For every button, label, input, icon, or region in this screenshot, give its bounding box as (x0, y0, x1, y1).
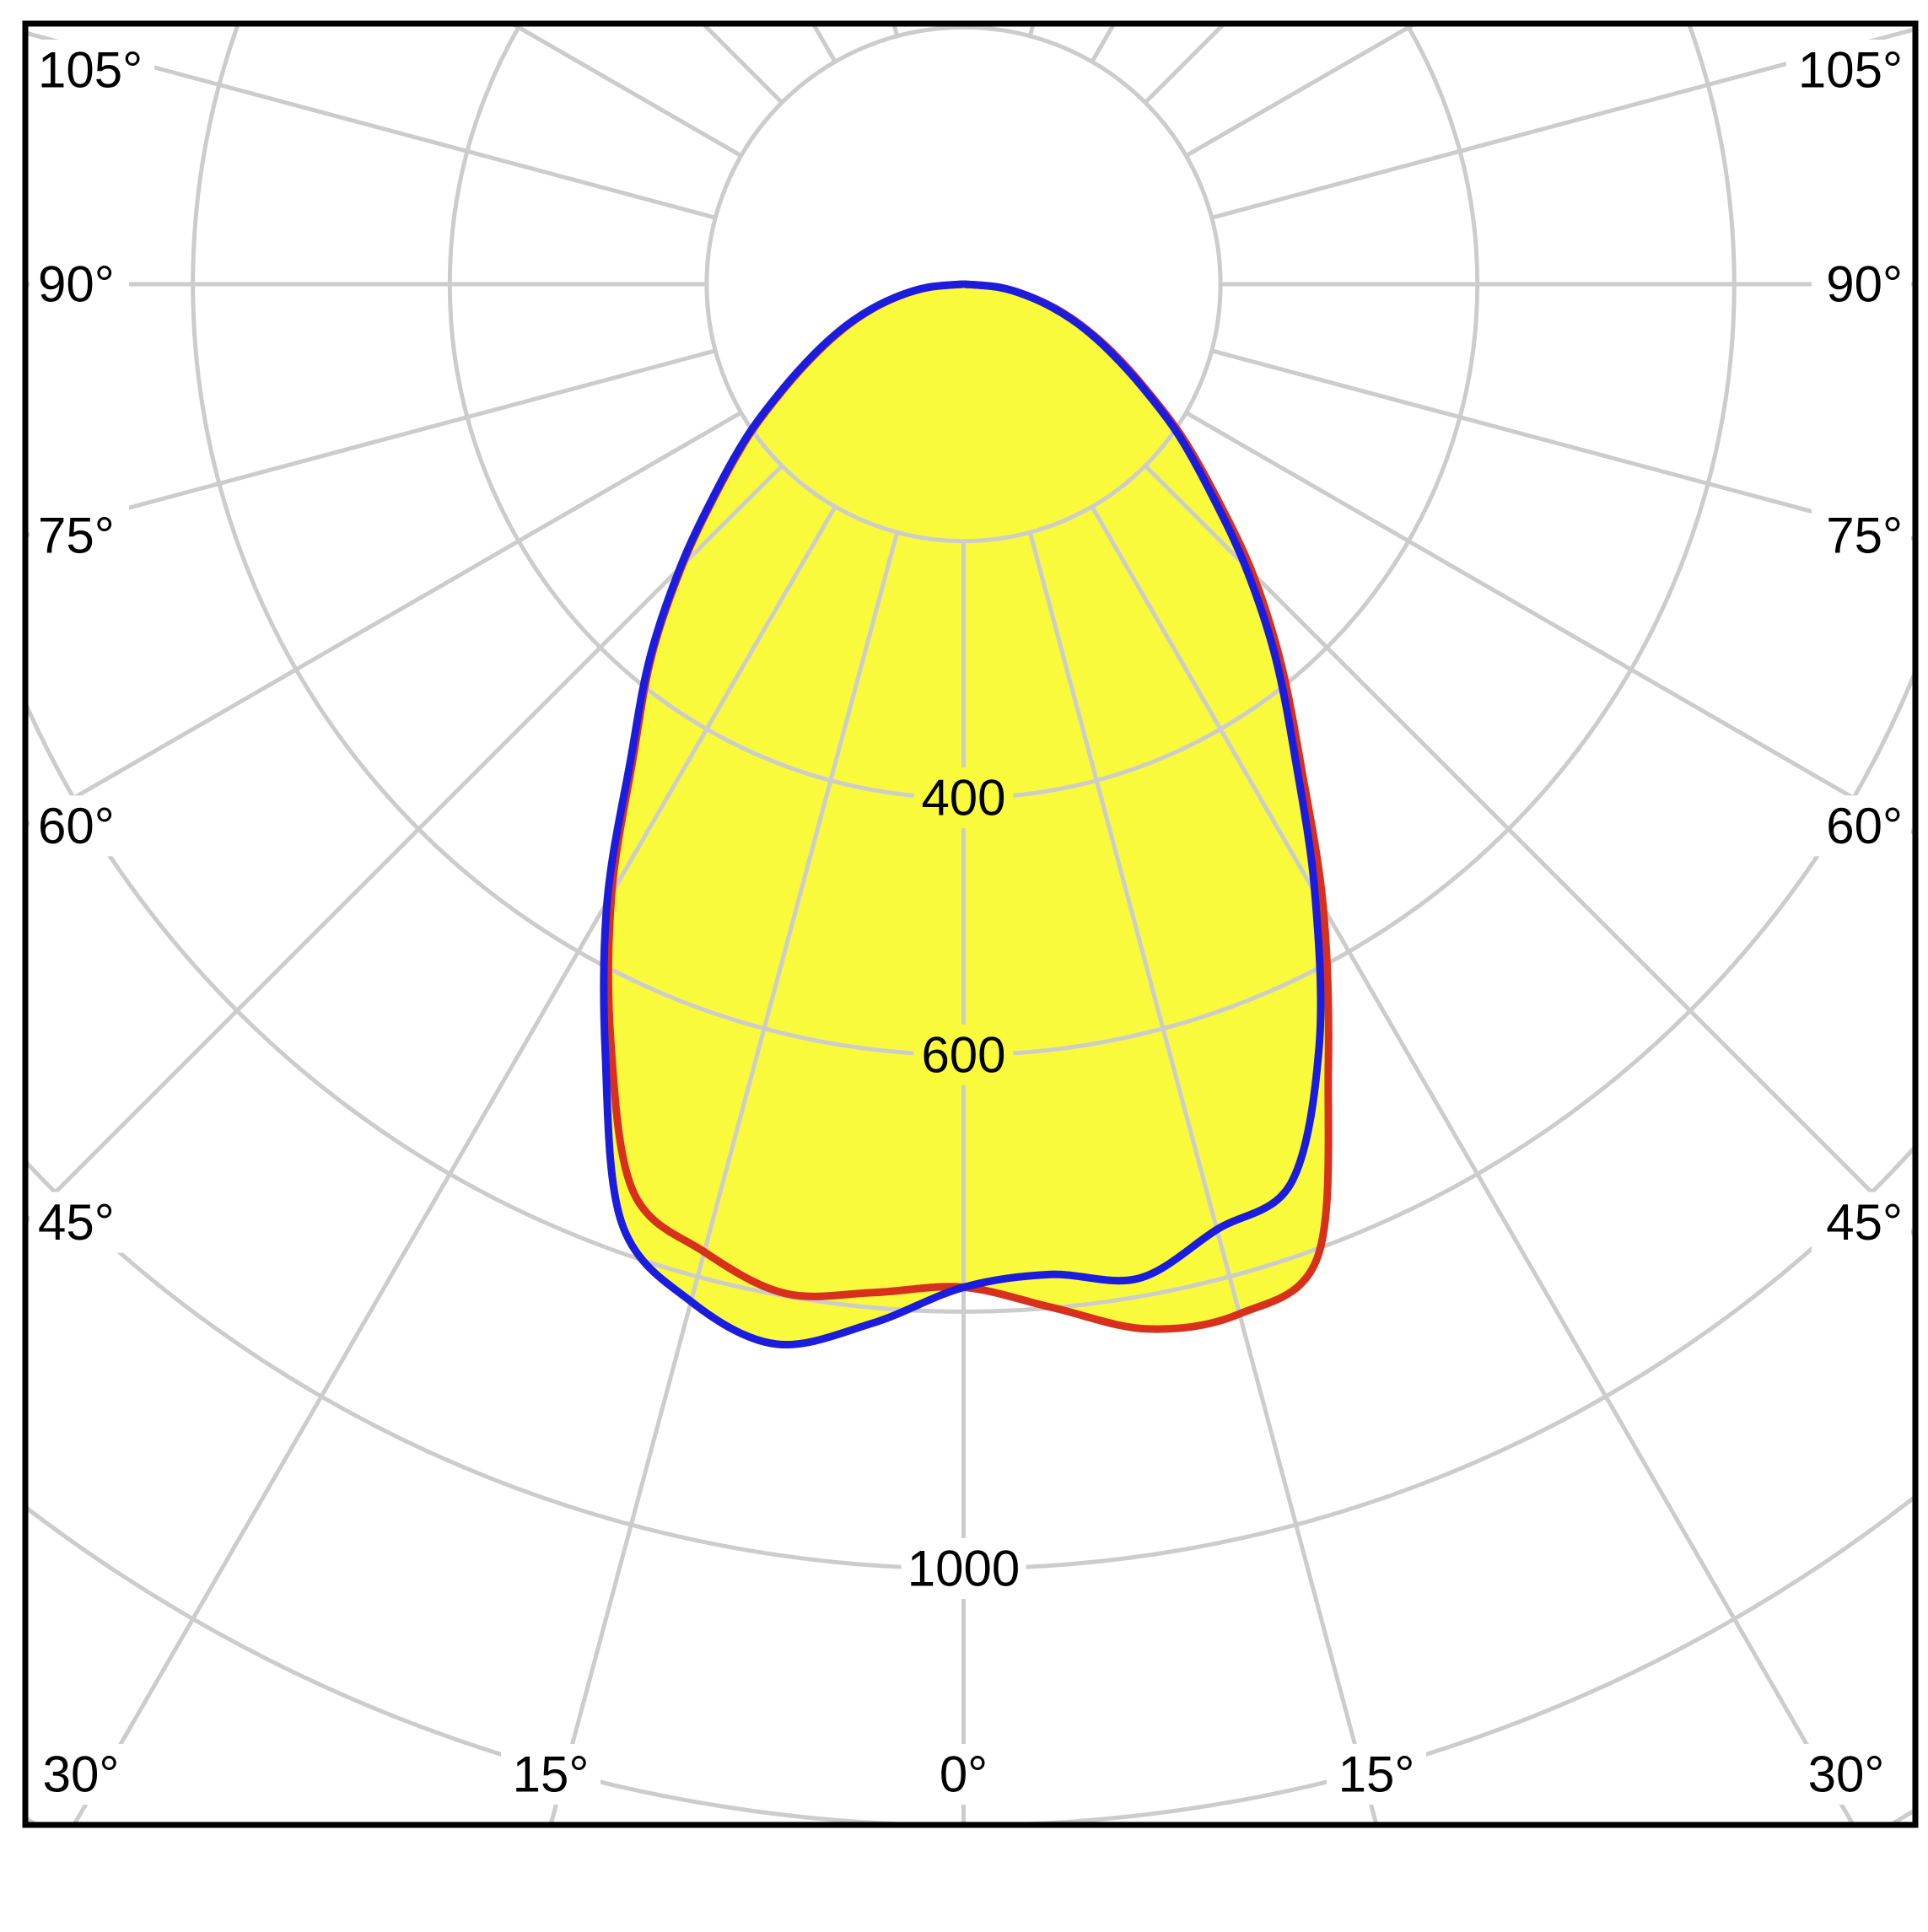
angle-label-left-75deg-bg (30, 505, 129, 567)
radial-tick-label-600-bg (913, 1024, 1014, 1085)
angle-label-bottom-4-bg (1796, 1744, 1896, 1805)
angle-label-left-45deg: 45° (38, 1194, 115, 1251)
angle-label-left-60deg: 60° (38, 798, 115, 854)
grid-radial-75deg (1211, 348, 1913, 541)
angle-label-right-105deg: 105° (1798, 42, 1903, 99)
angle-label-right-60deg-bg (1812, 795, 1911, 857)
angle-label-bottom-3: 15° (1338, 1746, 1415, 1803)
angle-label-right-75deg: 75° (1826, 508, 1903, 564)
angle-label-bottom-2: 0° (940, 1746, 988, 1803)
grid-radial-45deg (1144, 464, 1913, 1236)
angle-label-left-105deg: 105° (38, 42, 143, 99)
angle-label-left-45deg-bg (30, 1192, 129, 1253)
grid-radial--45deg (28, 464, 784, 1223)
angle-label-bottom-2-bg (926, 1744, 1001, 1805)
angle-label-bottom-0: 30° (43, 1746, 120, 1803)
angle-label-right-45deg: 45° (1826, 1194, 1903, 1251)
angle-label-bottom-4: 30° (1808, 1746, 1885, 1803)
grid-radial-105deg (1211, 27, 1913, 220)
radial-tick-label-1000: 1000 (907, 1541, 1020, 1597)
angle-label-right-60deg: 60° (1826, 798, 1903, 854)
grid-radial--75deg (28, 348, 716, 537)
grid-radial--105deg (28, 31, 716, 220)
angle-label-bottom-1-bg (501, 1744, 600, 1805)
angle-label-left-105deg-bg (30, 40, 154, 100)
angle-label-right-45deg-bg (1812, 1192, 1911, 1253)
grid-radial--60deg (28, 411, 742, 827)
grid-radial--15deg (549, 531, 900, 1822)
radial-tick-label-400: 400 (921, 770, 1005, 826)
radial-tick-label-600: 600 (921, 1026, 1005, 1083)
plot-border (22, 20, 1919, 1828)
blue-curve (600, 280, 1325, 1349)
angle-label-right-90deg-bg (1812, 254, 1911, 315)
angle-label-bottom-1: 15° (513, 1746, 590, 1803)
angle-label-bottom-0-bg (31, 1744, 131, 1805)
radial-tick-label-1000-bg (901, 1538, 1026, 1599)
angle-label-right-90deg: 90° (1826, 256, 1903, 313)
grid-radial-15deg (1027, 531, 1378, 1822)
angle-label-left-60deg-bg (30, 795, 129, 857)
angle-label-bottom-3-bg (1327, 1744, 1426, 1805)
angle-label-right-105deg-bg (1786, 40, 1911, 100)
grid-radial-60deg (1185, 411, 1913, 835)
angle-label-left-90deg: 90° (38, 256, 115, 313)
angle-label-left-75deg: 75° (38, 508, 115, 564)
radial-tick-label-400-bg (913, 767, 1014, 829)
angle-label-left-90deg-bg (30, 254, 129, 315)
angle-label-right-75deg-bg (1812, 505, 1911, 567)
